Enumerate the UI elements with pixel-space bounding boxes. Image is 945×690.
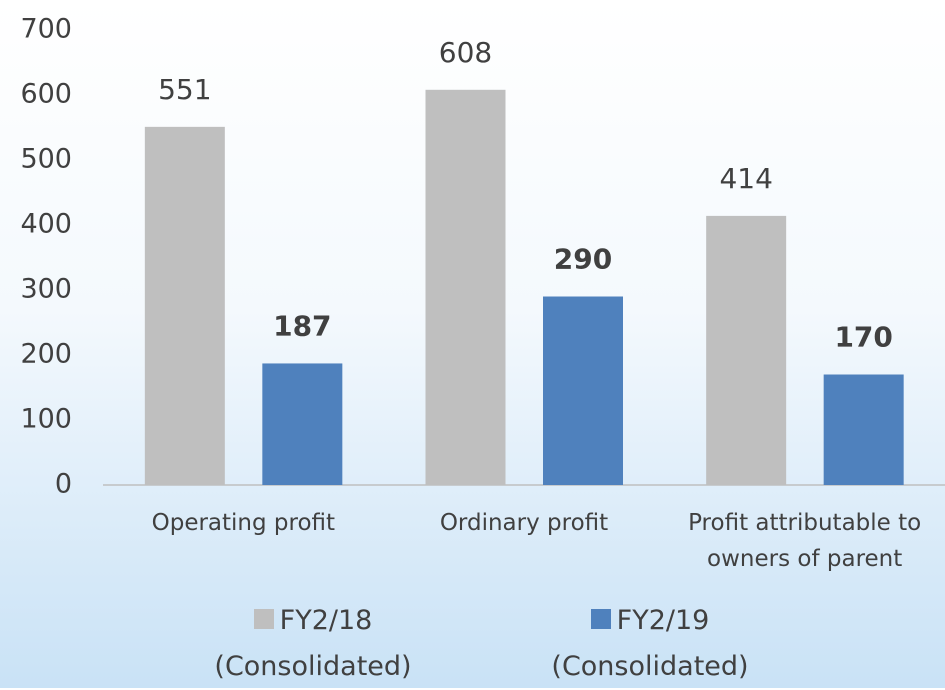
- legend-item: FY2/19 (Consolidated): [515, 598, 785, 690]
- data-label: 170: [834, 321, 892, 354]
- y-tick-label: 300: [20, 274, 72, 305]
- y-tick-label: 0: [55, 469, 72, 500]
- data-label: 608: [439, 36, 492, 69]
- y-tick-label: 400: [20, 209, 72, 240]
- legend-swatch: [253, 609, 274, 629]
- bar: [706, 215, 787, 485]
- legend-label: FY2/19 (Consolidated): [551, 605, 749, 682]
- data-label: 414: [719, 162, 772, 195]
- data-label: 187: [273, 309, 331, 342]
- legend-label: FY2/18 (Consolidated): [214, 605, 412, 682]
- x-tick-label: Operating profit: [151, 510, 336, 536]
- legend-swatch: [590, 609, 611, 629]
- bar: [144, 126, 225, 485]
- bar: [425, 89, 506, 486]
- legend-item: FY2/18 (Consolidated): [178, 598, 448, 690]
- bar: [823, 374, 904, 485]
- y-tick-label: 500: [20, 144, 72, 175]
- y-tick-label: 100: [20, 404, 72, 435]
- bar: [543, 296, 623, 485]
- data-label: 290: [554, 243, 612, 276]
- y-tick-label: 700: [20, 14, 72, 45]
- data-label: 551: [158, 73, 211, 106]
- x-tick-label: Ordinary profit: [439, 510, 609, 536]
- y-tick-label: 600: [20, 79, 72, 110]
- bar: [262, 363, 343, 485]
- x-tick-label: Profit attributable to owners of parent: [688, 510, 922, 572]
- y-tick-label: 200: [20, 339, 72, 370]
